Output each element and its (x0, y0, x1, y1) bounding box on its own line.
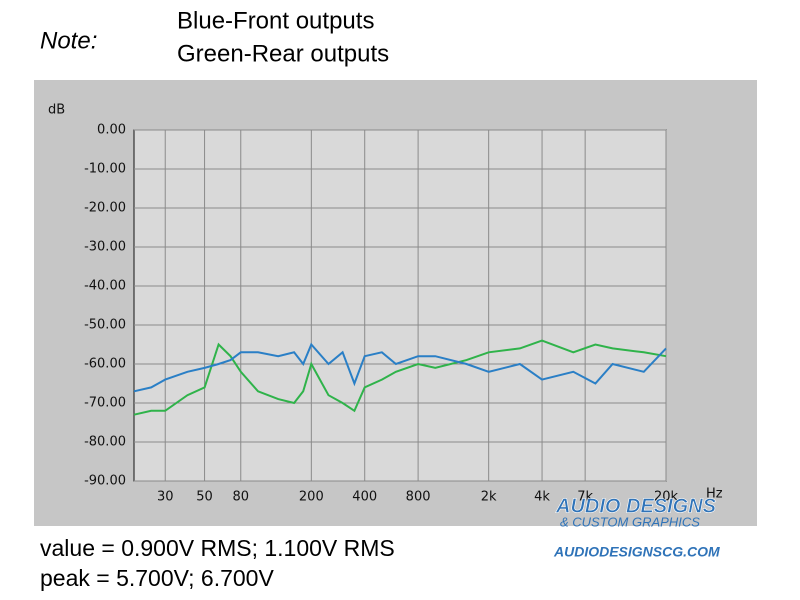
legend-entry: Blue-Front outputs (177, 7, 374, 34)
x-tick-label: 800 (406, 490, 431, 505)
y-tick-label: -40.00 (84, 279, 126, 294)
y-axis-label: dB (48, 103, 65, 118)
y-tick-label: 0.00 (97, 123, 126, 138)
x-tick-label: 4k (534, 490, 550, 505)
y-tick-label: -50.00 (84, 318, 126, 333)
y-tick-label: -20.00 (84, 201, 126, 216)
logo-tagline: & CUSTOM GRAPHICS (560, 514, 700, 529)
series-line (133, 339, 667, 416)
note-label: Note: (40, 27, 97, 54)
x-tick-label: 50 (196, 490, 213, 505)
legend-entry: Green-Rear outputs (177, 40, 389, 67)
y-tick-label: -60.00 (84, 357, 126, 372)
x-tick-label: 20k (654, 490, 679, 505)
x-tick-label: 80 (232, 490, 249, 505)
logo: AUDIO DESIGNS & CUSTOM GRAPHICS AUDIODES… (553, 495, 720, 560)
y-tick-label: -10.00 (84, 162, 126, 177)
x-tick-label: 2k (481, 490, 497, 505)
y-tick-label: -80.00 (84, 435, 126, 450)
plot-area (133, 129, 667, 482)
x-axis-label: Hz (706, 487, 723, 502)
logo-url: AUDIODESIGNSCG.COM (553, 544, 720, 560)
logo-name: AUDIO DESIGNS (555, 495, 717, 517)
series-line (133, 342, 667, 393)
y-tick-label: -30.00 (84, 240, 126, 255)
x-tick-label: 400 (352, 490, 377, 505)
x-tick-label: 30 (157, 490, 174, 505)
footer-line: peak = 5.700V; 6.700V (40, 565, 274, 591)
x-tick-label: 200 (299, 490, 324, 505)
y-tick-label: -90.00 (84, 474, 126, 489)
y-tick-label: -70.00 (84, 396, 126, 411)
footer-line: value = 0.900V RMS; 1.100V RMS (40, 535, 395, 561)
x-tick-label: 7k (577, 490, 593, 505)
